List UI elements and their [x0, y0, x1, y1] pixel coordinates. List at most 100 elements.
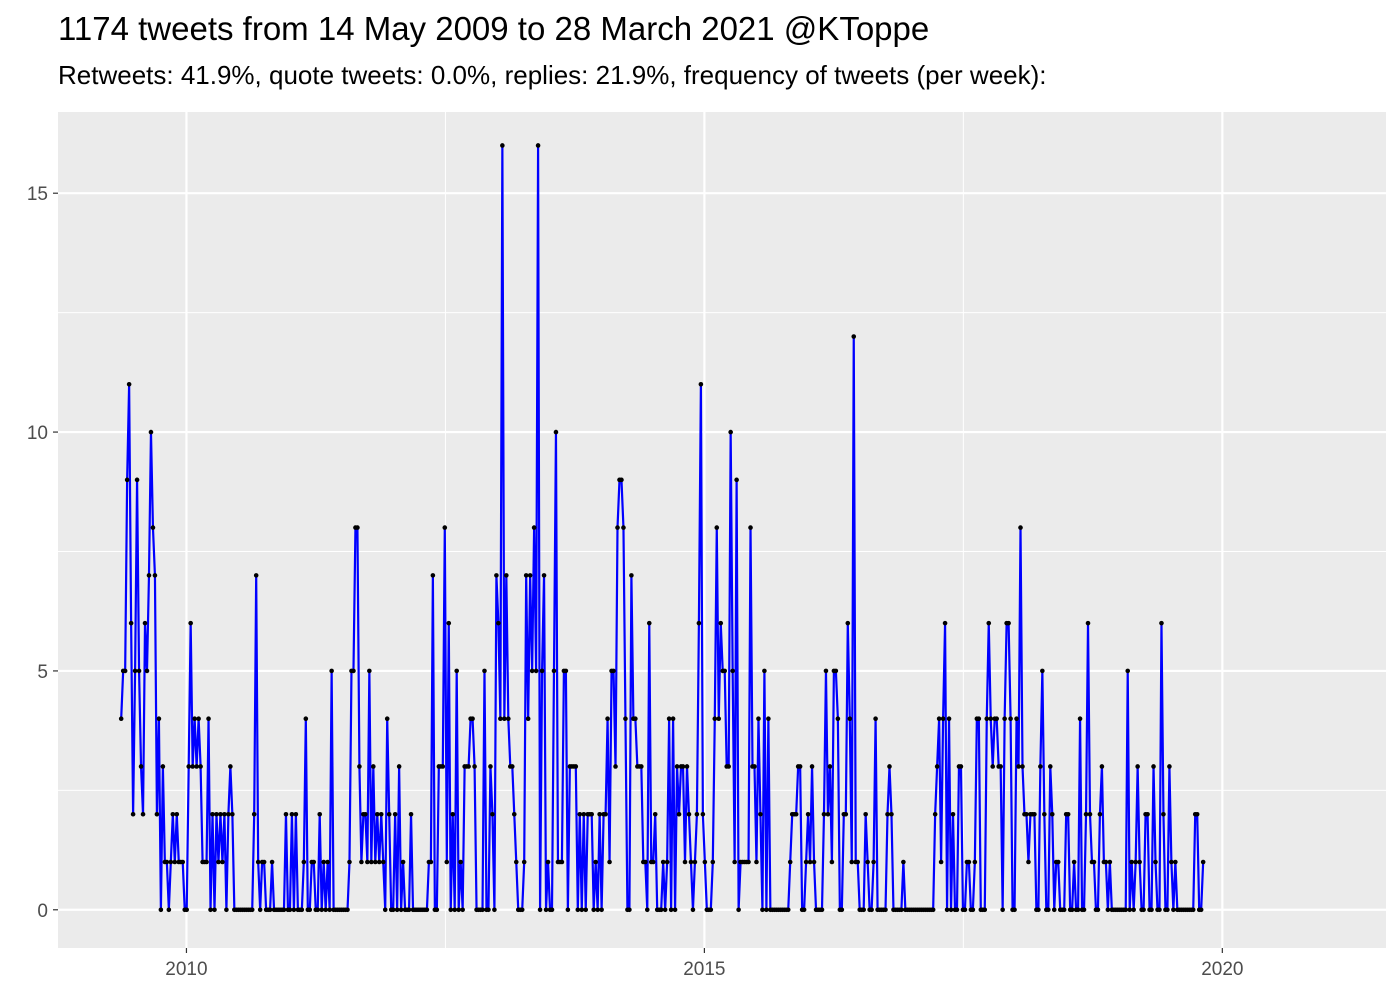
data-point	[1171, 907, 1176, 913]
data-point	[734, 477, 739, 483]
data-point	[611, 668, 616, 674]
data-point	[543, 907, 549, 913]
data-point	[976, 716, 982, 721]
data-point	[748, 525, 753, 530]
data-point	[1157, 907, 1162, 913]
data-point	[192, 716, 197, 721]
data-point	[267, 907, 273, 913]
data-point	[732, 859, 737, 865]
data-point	[652, 811, 658, 817]
data-point	[156, 716, 162, 721]
data-point	[188, 620, 193, 626]
data-point	[289, 811, 295, 817]
data-point	[1049, 811, 1055, 817]
data-point	[686, 811, 692, 817]
data-point	[1038, 764, 1043, 769]
data-point	[1198, 907, 1204, 913]
data-point	[684, 764, 690, 769]
data-point	[160, 764, 166, 769]
data-point	[793, 811, 799, 817]
data-point	[730, 668, 735, 674]
data-point	[216, 859, 221, 865]
data-point	[394, 907, 400, 913]
data-point	[212, 907, 217, 913]
data-point	[198, 764, 203, 769]
data-point	[311, 859, 317, 865]
data-point	[865, 859, 870, 865]
data-point	[573, 764, 579, 769]
data-point	[855, 859, 861, 865]
data-point	[950, 811, 956, 817]
data-point	[621, 525, 626, 530]
data-point	[861, 907, 866, 913]
data-point	[1159, 620, 1164, 626]
data-point	[599, 907, 604, 913]
data-point	[829, 859, 835, 865]
data-point	[480, 907, 485, 913]
data-point	[1061, 907, 1067, 913]
data-point	[593, 859, 598, 865]
data-point	[758, 811, 763, 817]
data-point	[222, 811, 227, 817]
data-point	[938, 859, 944, 865]
data-point	[180, 859, 186, 865]
data-point	[674, 764, 680, 769]
data-point	[458, 859, 463, 865]
data-point	[549, 907, 555, 913]
data-point	[785, 907, 791, 913]
data-point	[206, 716, 211, 721]
data-point	[756, 716, 761, 721]
data-point	[863, 811, 868, 817]
data-point	[764, 907, 769, 913]
data-point	[140, 811, 146, 817]
data-point	[442, 525, 448, 530]
data-point	[446, 620, 452, 626]
data-point	[170, 811, 176, 817]
data-point	[525, 716, 531, 721]
data-point	[1016, 764, 1021, 769]
data-point	[575, 907, 581, 913]
data-point	[1131, 907, 1136, 913]
data-point	[714, 525, 720, 530]
data-point	[134, 477, 140, 483]
data-point	[694, 811, 700, 817]
data-point	[519, 907, 525, 913]
data-point	[994, 716, 999, 721]
data-point	[249, 907, 255, 913]
data-point	[942, 620, 948, 626]
data-point	[871, 859, 876, 865]
data-point	[849, 859, 855, 865]
data-point	[466, 764, 471, 769]
data-point	[589, 811, 594, 817]
data-point	[460, 907, 465, 913]
data-point	[579, 907, 585, 913]
data-point	[605, 716, 610, 721]
data-point	[936, 716, 942, 721]
data-points-layer	[118, 143, 1206, 913]
data-point	[712, 716, 718, 721]
data-point	[639, 764, 644, 769]
data-point	[351, 668, 356, 674]
data-point	[456, 907, 461, 913]
data-point	[1006, 620, 1011, 626]
data-point	[1020, 764, 1025, 769]
data-point	[966, 859, 972, 865]
data-point	[1014, 716, 1019, 721]
data-point	[988, 716, 994, 721]
data-point	[851, 334, 857, 339]
data-point	[1105, 907, 1111, 913]
data-point	[1200, 859, 1206, 865]
data-point	[1040, 668, 1045, 674]
data-point	[398, 907, 404, 913]
data-point	[551, 668, 557, 674]
data-point	[615, 525, 620, 530]
data-point	[257, 907, 263, 913]
data-point	[932, 811, 938, 817]
data-point	[825, 811, 831, 817]
data-point	[533, 668, 539, 674]
data-point	[889, 811, 894, 817]
data-point	[1065, 811, 1071, 817]
data-point	[1173, 859, 1178, 865]
data-point	[627, 907, 632, 913]
data-point	[319, 907, 325, 913]
